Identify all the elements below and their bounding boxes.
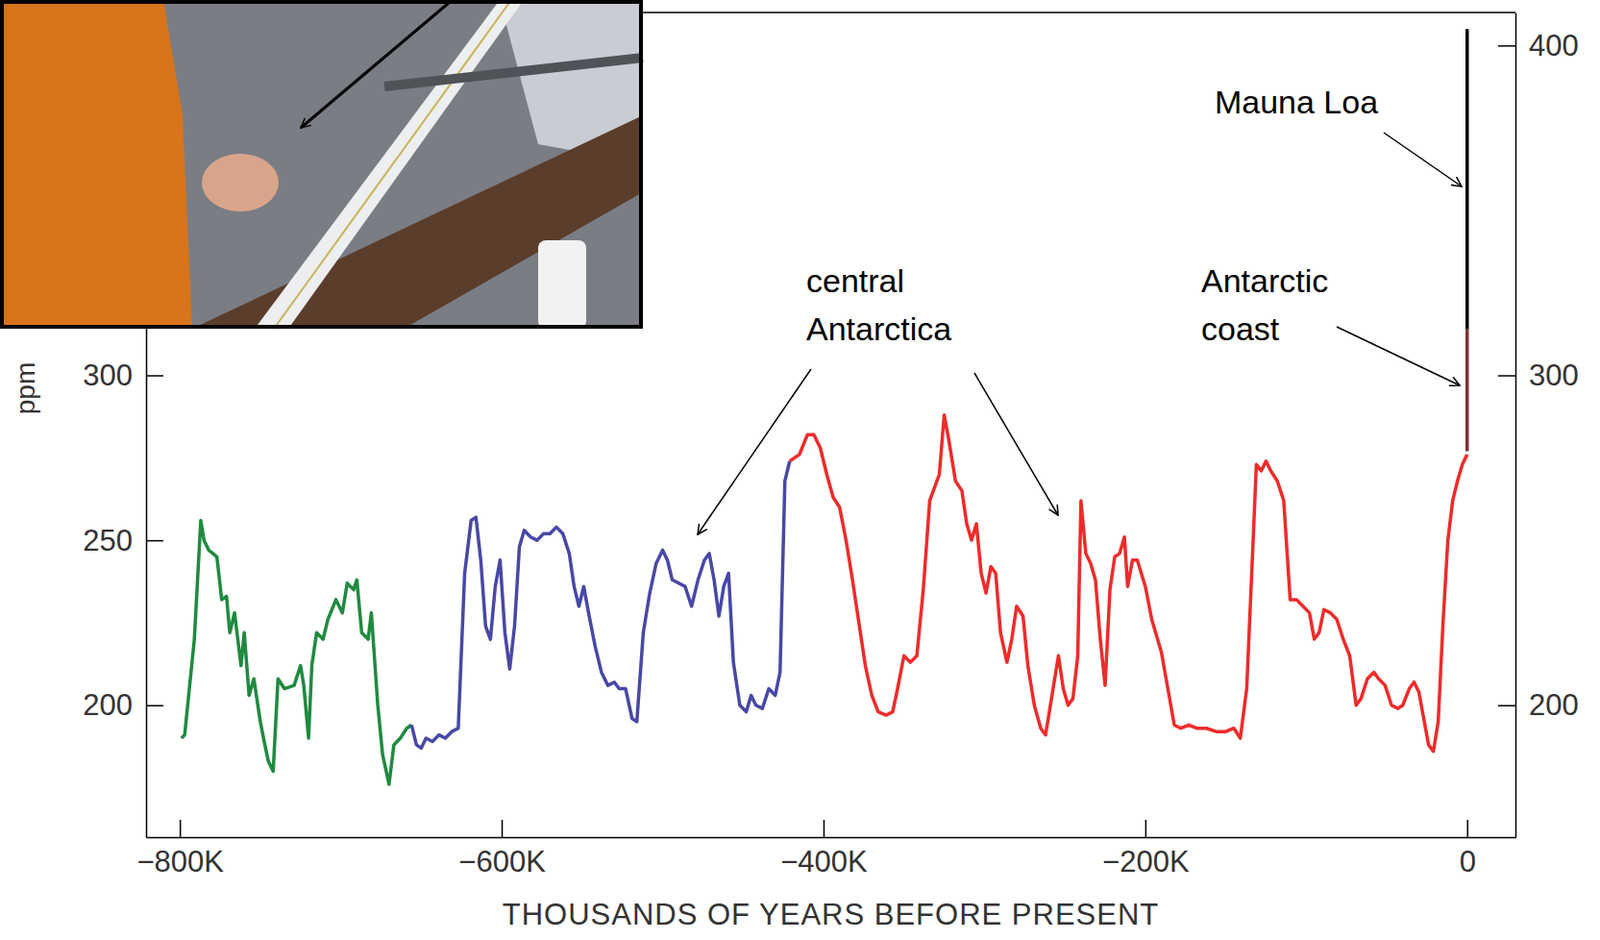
tick-label: 0: [1459, 844, 1477, 879]
photo-core-trough: [254, 0, 524, 329]
tick-label: 300: [1528, 358, 1579, 393]
tick: −800K: [136, 819, 224, 879]
tick-mark: [1467, 819, 1470, 837]
y2ticks-axis: 200 300 400: [1498, 13, 1579, 838]
series-line: [181, 520, 412, 786]
photo-hand: [201, 153, 279, 212]
photo-frame: [1, 1, 641, 327]
series-line: [411, 461, 790, 749]
series-line: [1465, 328, 1470, 451]
axis-line: [147, 836, 1517, 839]
tick-mark: [1498, 704, 1516, 707]
tick-mark: [146, 704, 164, 707]
tick-label: −400K: [780, 844, 868, 879]
photo-tape: [273, 0, 512, 329]
annotation: centralAntarctica: [806, 262, 952, 347]
tick: 0: [1459, 819, 1477, 879]
tick-mark: [1145, 819, 1148, 837]
annotation-arrow: [974, 372, 1059, 516]
axis-line: [1515, 13, 1518, 838]
annotation: Antarcticcoast: [1201, 262, 1329, 347]
annotation-arrow: [697, 369, 812, 535]
annotation-arrow: [1336, 326, 1460, 386]
tick: −200K: [1102, 819, 1190, 879]
inset-photo: [0, 0, 643, 329]
tick: −400K: [780, 819, 868, 879]
tick-mark: [501, 819, 504, 837]
chart: −800K −600K −400K −200K 0 200 250 300 200 300 400 T…: [0, 0, 1600, 940]
tick: 250: [82, 523, 164, 558]
annotation-arrow: [1383, 132, 1462, 187]
photo-background: [0, 0, 643, 329]
tick-label: −600K: [458, 844, 546, 879]
photo-bottle: [538, 240, 587, 329]
tick-label: 300: [82, 358, 133, 393]
tick-label: 250: [82, 523, 133, 558]
x-axis-title: THOUSANDS OF YEARS BEFORE PRESENT: [502, 897, 1160, 932]
tick-mark: [146, 374, 164, 377]
tick-label: −800K: [136, 844, 224, 879]
photo-arrow: [300, 2, 449, 128]
series-line: [1465, 28, 1470, 329]
tick-mark: [179, 819, 182, 837]
tick-mark: [146, 540, 164, 542]
tick-label: 200: [82, 688, 133, 722]
tick-mark: [823, 819, 826, 837]
tick: 400: [1498, 28, 1579, 63]
tick: 300: [1498, 358, 1579, 393]
y-axis-title: ppm: [10, 362, 41, 415]
annotation: Mauna Loa: [1214, 83, 1379, 121]
tick-label: 200: [1528, 688, 1579, 722]
tick-mark: [1498, 374, 1516, 377]
tick-label: −200K: [1102, 844, 1190, 879]
tick: 200: [1498, 688, 1579, 722]
xticks-axis: −800K −600K −400K −200K 0: [136, 819, 1516, 879]
tick: 300: [82, 358, 164, 393]
tick: 200: [82, 688, 164, 722]
tick: −600K: [458, 819, 546, 879]
photo-jacket: [0, 0, 193, 329]
tick-label: 400: [1528, 28, 1579, 63]
photo-pipe: [384, 57, 643, 87]
tick-mark: [1498, 45, 1516, 48]
series-line: [789, 415, 1468, 752]
